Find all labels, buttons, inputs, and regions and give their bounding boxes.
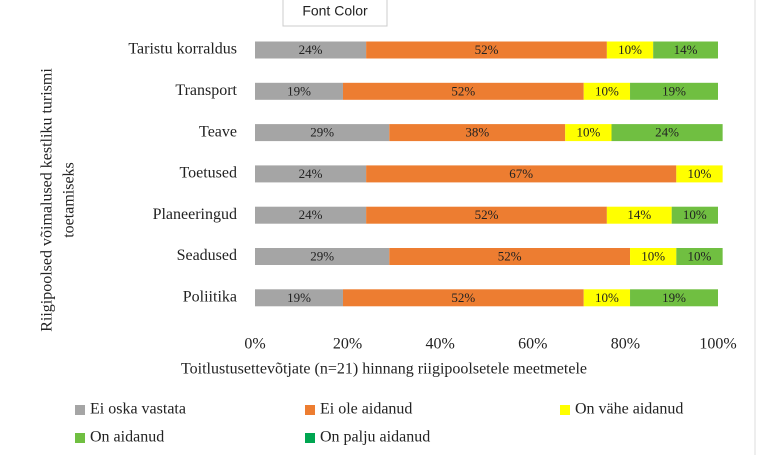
bar-segment: [671, 206, 718, 224]
bar-segment: [255, 289, 343, 307]
legend-swatch: [75, 433, 85, 443]
tooltip-box: [282, 0, 388, 27]
bar-segment: [630, 82, 718, 100]
value-label: 10%: [576, 125, 600, 140]
bar-segment: [255, 165, 367, 183]
value-label: 52%: [451, 83, 475, 98]
y-axis-label-line: toetamiseks: [61, 162, 78, 238]
value-label: 19%: [287, 290, 311, 305]
x-tick-label: 60%: [518, 336, 547, 353]
x-tick-label: 20%: [333, 336, 362, 353]
bar-segment: [255, 248, 390, 265]
value-label: 52%: [451, 290, 475, 305]
value-label: 10%: [683, 207, 707, 222]
legend-swatch: [305, 405, 315, 415]
bar-segment: [389, 248, 631, 265]
bar-segment: [630, 248, 677, 265]
value-label: 10%: [688, 166, 712, 181]
y-tick-label: Teave: [199, 123, 237, 140]
tooltip: Font Color: [302, 3, 368, 19]
value-label: 52%: [498, 248, 522, 263]
bar-segment: [255, 124, 390, 142]
y-tick-label: Seadused: [177, 247, 237, 264]
value-label: 24%: [299, 42, 323, 57]
value-label: 29%: [310, 125, 334, 140]
legend-label: On palju aidanud: [320, 429, 430, 446]
bar-segment: [606, 41, 654, 59]
value-label: 14%: [674, 42, 698, 57]
x-axis-label: Toitlustusettevõtjate (n=21) hinnang rii…: [181, 361, 587, 378]
y-axis-label-line: Riigipoolsed võimalused kestliku turismi: [39, 68, 56, 332]
y-tick-label: Planeeringud: [153, 206, 237, 223]
value-label: 52%: [475, 207, 499, 222]
bar-segment: [342, 82, 584, 100]
value-label: 24%: [299, 166, 323, 181]
value-label: 29%: [310, 248, 334, 263]
bar-segment: [653, 41, 718, 59]
bar-segment: [676, 165, 723, 183]
x-tick-label: 0%: [244, 336, 265, 353]
bar-segment: [583, 82, 631, 100]
x-tick-label: 40%: [426, 336, 455, 353]
legend-swatch: [560, 405, 570, 415]
y-tick-label: Taristu korraldus: [128, 41, 237, 58]
bar-segment: [366, 206, 607, 224]
value-label: 10%: [688, 248, 712, 263]
value-label: 38%: [465, 125, 489, 140]
value-label: 10%: [618, 42, 642, 57]
bar-segment: [676, 248, 723, 265]
y-tick-label: Transport: [175, 82, 237, 99]
value-label: 10%: [595, 290, 619, 305]
value-label: 67%: [509, 166, 533, 181]
bar-segment: [389, 124, 566, 142]
bar-segment: [366, 165, 677, 183]
bar-segment: [366, 41, 607, 59]
bar-segment: [342, 289, 584, 307]
value-label: 52%: [475, 42, 499, 57]
y-tick-label: Poliitika: [183, 288, 237, 305]
bar-segment: [255, 41, 367, 59]
legend-label: On aidanud: [90, 429, 164, 446]
value-label: 24%: [655, 125, 679, 140]
x-tick-label: 100%: [699, 336, 736, 353]
value-label: 24%: [299, 207, 323, 222]
value-label: 19%: [662, 83, 686, 98]
bar-segment: [611, 124, 723, 142]
bar-segment: [630, 289, 718, 307]
bar-segment: [606, 206, 672, 224]
value-label: 10%: [641, 248, 665, 263]
value-label: 19%: [662, 290, 686, 305]
value-label: 10%: [595, 83, 619, 98]
legend-label: Ei ole aidanud: [320, 401, 412, 418]
legend-swatch: [305, 433, 315, 443]
legend-swatch: [75, 405, 85, 415]
bar-segment: [255, 206, 367, 224]
bar-segment: [565, 124, 612, 142]
bar-segment: [255, 82, 343, 100]
y-axis-label: Riigipoolsed võimalused kestliku turismi…: [39, 68, 78, 332]
value-label: 19%: [287, 83, 311, 98]
legend-label: Ei oska vastata: [90, 401, 186, 418]
bar-segment: [583, 289, 631, 307]
y-tick-label: Toetused: [179, 165, 237, 182]
value-label: 14%: [627, 207, 651, 222]
legend-label: On vähe aidanud: [575, 401, 683, 418]
x-tick-label: 80%: [611, 336, 640, 353]
